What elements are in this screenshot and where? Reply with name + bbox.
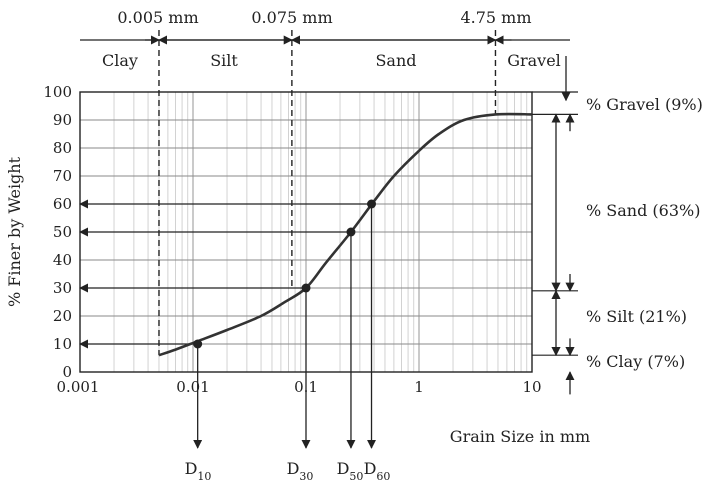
y-tick-label: 50 xyxy=(53,223,72,241)
y-tick-label: 60 xyxy=(53,195,72,213)
d-label-50: D50 xyxy=(337,459,364,483)
boundary-label-0: 0.005 mm xyxy=(117,8,198,27)
boundary-label-1: 0.075 mm xyxy=(251,8,332,27)
boundary-lines xyxy=(144,30,571,356)
x-tick-labels: 0.001 0.01 0.1 1 10 xyxy=(57,378,542,396)
boundary-label-2: 4.75 mm xyxy=(460,8,531,27)
d-label-10: D10 xyxy=(185,459,212,483)
d-value-guides xyxy=(79,199,377,449)
y-tick-label: 30 xyxy=(53,279,72,297)
y-tick-label: 10 xyxy=(53,335,72,353)
pct-clay-label: % Clay (7%) xyxy=(586,352,685,371)
x-tick-label: 10 xyxy=(522,378,541,396)
d-point-marker xyxy=(193,339,203,349)
y-tick-label: 80 xyxy=(53,139,72,157)
y-tick-label: 20 xyxy=(53,307,72,325)
y-tick-label: 90 xyxy=(53,111,72,129)
d-point-marker xyxy=(346,227,356,237)
y-tick-label: 40 xyxy=(53,251,72,269)
class-label-clay: Clay xyxy=(102,51,138,70)
d-label-30: D30 xyxy=(287,459,314,483)
y-tick-label: 100 xyxy=(43,83,72,101)
x-tick-label: 0.01 xyxy=(176,378,209,396)
pct-gravel-label: % Gravel (9%) xyxy=(586,95,703,114)
x-tick-label: 1 xyxy=(414,378,424,396)
class-label-gravel: Gravel xyxy=(507,51,561,70)
class-label-sand: Sand xyxy=(375,51,416,70)
d-value-points xyxy=(193,199,377,349)
pct-silt-label: % Silt (21%) xyxy=(586,307,687,326)
y-tick-label: 0 xyxy=(62,363,72,381)
y-tick-labels: 0 10 20 30 40 50 60 70 80 90 100 xyxy=(43,83,72,381)
x-axis-label: Grain Size in mm xyxy=(450,427,590,446)
percent-brackets xyxy=(532,91,578,395)
soil-class-band: Clay Silt Sand Gravel 0.005 mm 0.075 mm … xyxy=(80,8,570,70)
gradation-curve xyxy=(158,112,533,357)
y-axis-label: % Finer by Weight xyxy=(5,156,24,307)
d-point-marker xyxy=(301,283,311,293)
class-label-silt: Silt xyxy=(210,51,238,70)
d-label-60: D60 xyxy=(364,459,391,483)
d-value-labels: D10 D30 D50 D60 xyxy=(185,459,391,483)
y-tick-label: 70 xyxy=(53,167,72,185)
x-tick-label: 0.001 xyxy=(57,378,100,396)
pct-sand-label: % Sand (63%) xyxy=(586,201,700,220)
d-point-marker xyxy=(367,199,377,209)
